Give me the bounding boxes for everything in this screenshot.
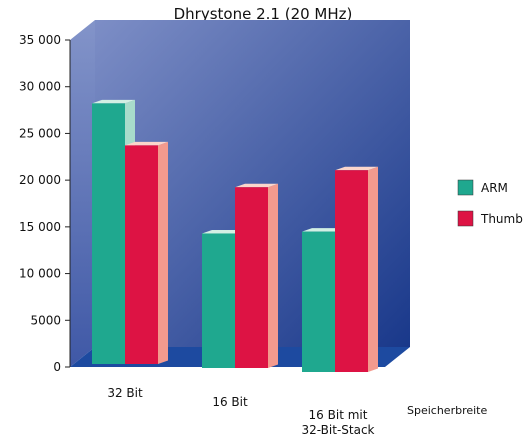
x-category-label: 16 Bit	[212, 395, 248, 409]
chart-title: Dhrystone 2.1 (20 MHz)	[174, 5, 353, 23]
legend-swatch-thumb	[457, 210, 474, 227]
x-category-line: 32-Bit-Stack	[302, 423, 375, 437]
bar-front-face	[202, 233, 235, 368]
bar-side-face	[158, 141, 168, 364]
bar-side-face	[268, 183, 278, 368]
side-wall	[70, 20, 95, 367]
y-tick-label: 30 000	[19, 80, 61, 94]
x-category-line: 16 Bit	[212, 395, 248, 409]
y-tick-label: 10 000	[19, 267, 61, 281]
y-tick-label: 5000	[30, 313, 61, 327]
y-tick-label: 20 000	[19, 173, 61, 187]
x-category-line: 16 Bit mit	[309, 408, 368, 422]
legend-swatch-arm	[457, 179, 474, 196]
x-category-line: 32 Bit	[107, 386, 143, 400]
x-category-label: 32 Bit	[107, 386, 143, 400]
bar-top-face	[335, 166, 378, 171]
y-tick-label: 35 000	[19, 33, 61, 47]
y-tick-label: 15 000	[19, 220, 61, 234]
legend-label-arm: ARM	[481, 181, 508, 195]
bar-front-face	[302, 231, 335, 372]
x-axis-title: Speicherbreite	[407, 404, 487, 417]
bar-front-face	[335, 170, 368, 372]
bar-thumb-3	[335, 166, 378, 372]
bar-front-face	[235, 187, 268, 368]
x-category-label: 16 Bit mit 32-Bit-Stack	[302, 408, 375, 437]
bar-top-face	[125, 141, 168, 146]
bar-top-face	[92, 99, 135, 104]
bar-side-face	[368, 166, 378, 372]
y-tick-label: 0	[53, 360, 61, 374]
bar-front-face	[125, 145, 158, 364]
bar-thumb-1	[125, 141, 168, 364]
y-tick-label: 25 000	[19, 126, 61, 140]
bar-front-face	[92, 103, 125, 364]
bar-top-face	[202, 229, 245, 234]
bar-top-face	[235, 183, 278, 188]
bar-thumb-2	[235, 183, 278, 368]
legend-label-thumb: Thumb	[480, 212, 523, 226]
bar-top-face	[302, 228, 345, 232]
